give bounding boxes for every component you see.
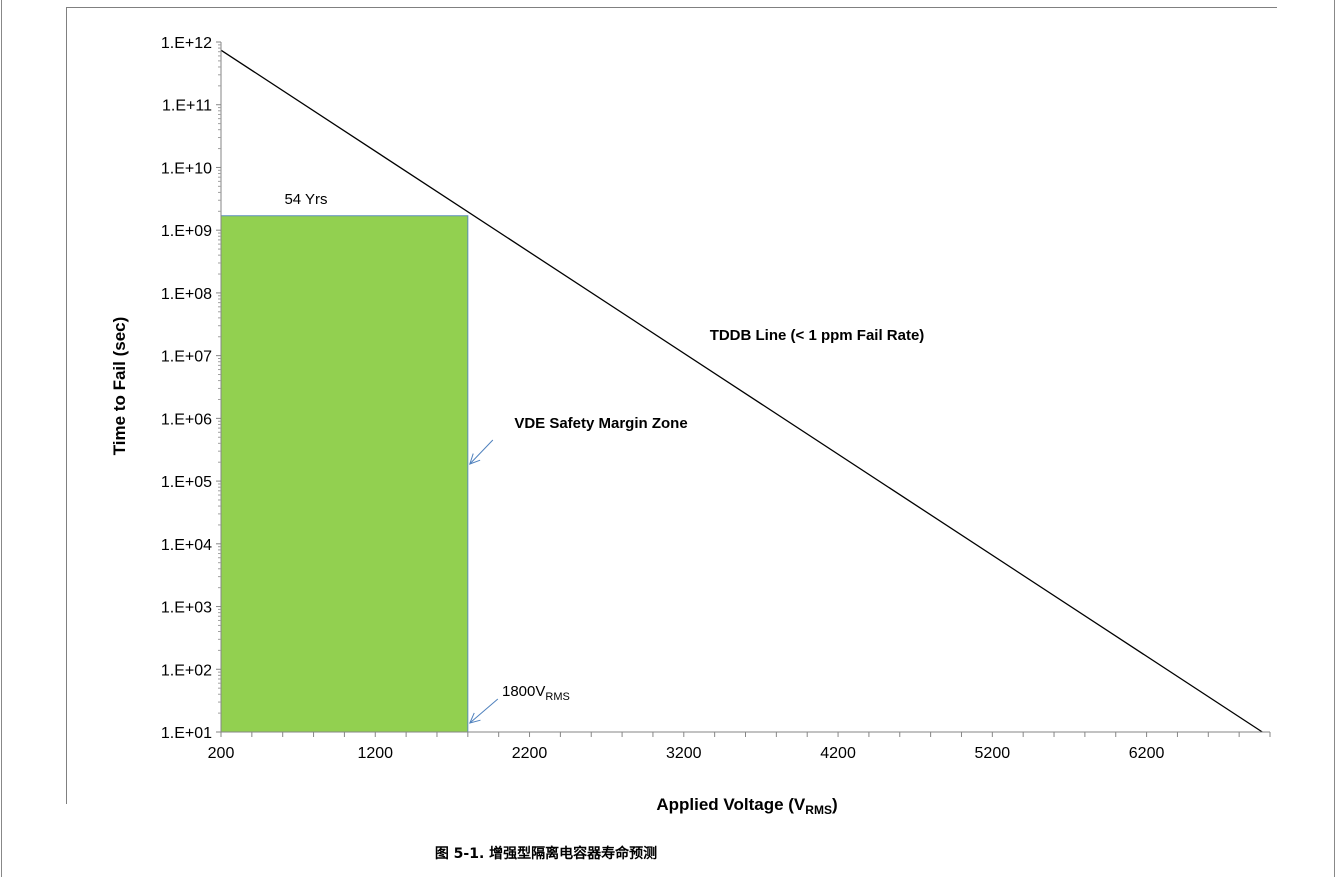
x-tick-label: 5200 bbox=[975, 745, 1011, 762]
zone-duration-label: 54 Yrs bbox=[284, 191, 327, 208]
figure-caption: 图 5-1. 增强型隔离电容器寿命预测 bbox=[435, 845, 657, 862]
x-axis-title-main: Applied Voltage (V bbox=[656, 795, 806, 814]
y-tick-label: 1.E+09 bbox=[161, 223, 212, 240]
safety-margin-zone bbox=[220, 215, 469, 733]
x-tick-label: 1200 bbox=[357, 745, 393, 762]
x-tick-label: 3200 bbox=[666, 745, 702, 762]
y-tick-label: 1.E+12 bbox=[161, 35, 212, 52]
zone-label-arrow bbox=[469, 439, 494, 465]
y-axis-title: Time to Fail (sec) bbox=[110, 317, 129, 456]
x-tick-label: 4200 bbox=[820, 745, 856, 762]
y-tick-label: 1.E+11 bbox=[162, 98, 212, 115]
zone-label-arrow-shaft bbox=[469, 439, 494, 465]
series-line-1 bbox=[220, 49, 1263, 733]
y-tick-label: 1.E+05 bbox=[161, 474, 212, 491]
voltage-marker-arrow-shaft bbox=[469, 698, 499, 724]
y-tick-label: 1.E+01 bbox=[161, 725, 212, 742]
x-tick-label: 6200 bbox=[1129, 745, 1165, 762]
voltage-marker-main: 1800V bbox=[502, 683, 545, 700]
zone-label-arrow-head bbox=[469, 453, 481, 465]
x-axis-title-sub: RMS bbox=[805, 803, 832, 817]
y-tick-label: 1.E+07 bbox=[161, 349, 212, 366]
zone-label: VDE Safety Margin Zone bbox=[514, 415, 687, 432]
y-tick-label: 1.E+08 bbox=[161, 286, 212, 303]
x-tick-label: 200 bbox=[208, 745, 235, 762]
voltage-marker-arrow-head bbox=[468, 712, 481, 724]
voltage-marker-arrow bbox=[468, 698, 499, 724]
y-tick-label: 1.E+02 bbox=[161, 662, 212, 679]
plot-area bbox=[220, 49, 1263, 733]
y-tick-label: 1.E+03 bbox=[161, 600, 212, 617]
axes: 1.E+01 1.E+02 1.E+03 1.E+04 1.E+05 1.E+06 1.E+… bbox=[161, 35, 1271, 762]
x-tick-label: 2200 bbox=[512, 745, 548, 762]
x-axis-title-end: ) bbox=[832, 795, 838, 814]
voltage-marker-sub: RMS bbox=[545, 691, 569, 703]
y-tick-label: 1.E+06 bbox=[161, 411, 212, 428]
series-label: TDDB Line (< 1 ppm Fail Rate) bbox=[710, 327, 925, 344]
voltage-marker-label: 1800VRMS bbox=[502, 683, 570, 703]
y-tick-label: 1.E+04 bbox=[161, 537, 212, 554]
y-tick-label: 1.E+10 bbox=[161, 160, 212, 177]
x-axis-title: Applied Voltage (VRMS) bbox=[656, 795, 837, 817]
